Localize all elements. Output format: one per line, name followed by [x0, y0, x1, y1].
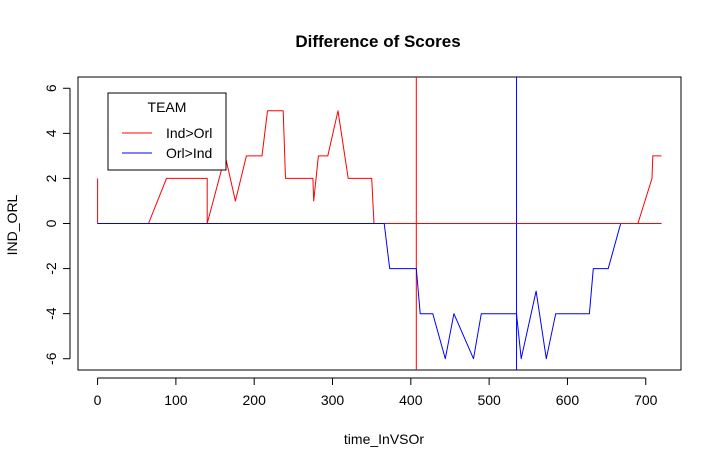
legend-title: TEAM	[148, 99, 187, 115]
x-tick-label: 100	[164, 392, 188, 408]
y-tick-label: -2	[43, 262, 59, 275]
x-tick-label: 300	[321, 392, 345, 408]
x-tick-label: 0	[94, 392, 102, 408]
legend-label-orl-ind: Orl>Ind	[166, 145, 212, 161]
plot-box	[77, 76, 682, 371]
y-tick-label: 0	[43, 219, 59, 227]
x-tick-label: 700	[634, 392, 658, 408]
y-axis: -6 -4 -2 0 2 4 6	[43, 84, 71, 365]
legend-box	[107, 92, 227, 171]
y-tick-label: -4	[43, 307, 59, 320]
series-line	[97, 110, 662, 224]
y-tick-label: -6	[43, 352, 59, 365]
series-lines	[97, 110, 662, 360]
y-tick-label: 2	[43, 174, 59, 182]
chart-title: Difference of Scores	[295, 32, 460, 51]
x-tick-label: 500	[477, 392, 501, 408]
y-axis-label: IND_ORL	[4, 194, 20, 255]
legend: TEAM Ind>Orl Orl>Ind	[107, 92, 227, 171]
y-tick-label: 4	[43, 129, 59, 137]
x-axis-label: time_InVSOr	[344, 431, 424, 447]
x-axis: 0 100 200 300 400 500 600 700	[94, 377, 658, 408]
legend-label-ind-orl: Ind>Orl	[166, 125, 212, 141]
x-tick-label: 200	[243, 392, 267, 408]
x-tick-label: 600	[556, 392, 580, 408]
series-line	[97, 223, 662, 360]
y-tick-label: 6	[43, 84, 59, 92]
x-tick-label: 400	[399, 392, 423, 408]
series-line	[627, 155, 662, 224]
